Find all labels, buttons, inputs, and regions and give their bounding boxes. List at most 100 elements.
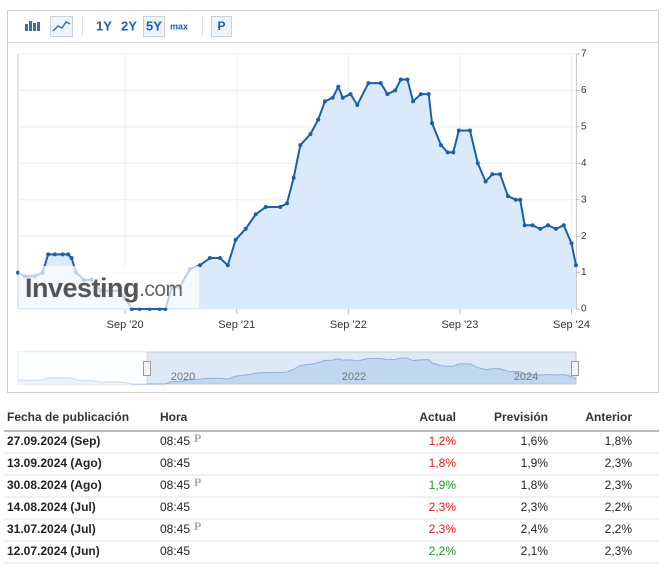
point	[348, 92, 353, 97]
point	[569, 241, 574, 246]
point	[411, 99, 416, 104]
preliminary-marker: P	[194, 475, 201, 489]
watermark: Investing.com	[25, 273, 183, 303]
point	[445, 150, 450, 155]
column-header: Hora	[160, 410, 188, 424]
actual: 1,2%	[429, 434, 457, 448]
point	[263, 205, 268, 209]
y-tick-label: 6	[581, 85, 587, 96]
column-header: Anterior	[585, 410, 632, 424]
point	[405, 77, 410, 82]
bar-chart-button[interactable]	[25, 21, 40, 31]
forecast: 1,6%	[521, 434, 549, 448]
point	[278, 205, 283, 209]
point	[66, 252, 71, 257]
y-tick-label: 0	[581, 304, 587, 315]
point	[513, 197, 518, 202]
point	[291, 175, 296, 180]
y-tick-label: 1	[581, 267, 587, 278]
point	[69, 256, 74, 260]
range-button[interactable]: max	[170, 21, 188, 31]
column-header: Fecha de publicación	[7, 410, 129, 424]
column-header: Previsión	[494, 410, 548, 424]
release-date: 31.07.2024 (Jul)	[7, 522, 96, 536]
time: 08:45	[160, 522, 190, 536]
y-tick-label: 3	[581, 194, 587, 205]
navigator-label: 2024	[514, 371, 538, 383]
range-button[interactable]: 1Y	[96, 18, 112, 33]
x-tick-label: Sep '23	[441, 319, 478, 331]
point	[475, 161, 480, 166]
point	[518, 197, 523, 202]
time: 08:45	[160, 456, 190, 470]
forecast: 1,8%	[521, 478, 549, 492]
navigator-label: 2020	[171, 371, 195, 383]
point	[207, 256, 212, 260]
time: 08:45	[160, 544, 190, 558]
point	[456, 128, 461, 133]
previous: 2,2%	[605, 522, 633, 536]
line-chart-button[interactable]	[50, 16, 73, 37]
point	[366, 81, 371, 86]
point	[378, 81, 383, 86]
actual: 2,2%	[429, 544, 457, 558]
point	[398, 77, 403, 82]
release-date: 14.08.2024 (Jul)	[7, 500, 96, 514]
point	[52, 252, 57, 257]
point	[546, 223, 551, 228]
navigator-mask	[18, 352, 147, 384]
previous: 2,2%	[605, 500, 633, 514]
point	[355, 103, 360, 107]
point	[217, 256, 222, 260]
x-tick-label: Sep '21	[218, 319, 255, 331]
x-tick-label: Sep '24	[553, 319, 590, 331]
release-date: 12.07.2024 (Jun)	[7, 544, 100, 558]
x-tick-label: Sep '22	[330, 319, 367, 331]
actual: 2,3%	[429, 500, 457, 514]
y-tick-label: 5	[581, 121, 587, 132]
previous: 2,3%	[605, 456, 633, 470]
point	[498, 172, 503, 177]
point	[308, 132, 313, 137]
point	[430, 121, 435, 126]
navigator-handle[interactable]	[571, 361, 579, 376]
forecast: 2,3%	[521, 500, 549, 514]
point	[298, 143, 303, 148]
point	[284, 201, 289, 206]
x-tick-label: Sep '20	[107, 319, 144, 331]
forecast: 2,4%	[521, 522, 549, 536]
forecast: 2,1%	[521, 544, 549, 558]
actual: 2,3%	[429, 522, 457, 536]
point	[330, 95, 335, 100]
point	[393, 88, 398, 93]
navigator-handle[interactable]	[143, 361, 151, 376]
point	[574, 263, 578, 268]
previous: 2,3%	[605, 544, 633, 558]
y-tick-label: 2	[581, 231, 587, 242]
point	[490, 172, 495, 177]
time: 08:45	[160, 500, 190, 514]
navigator-selection[interactable]	[146, 351, 577, 385]
point	[46, 252, 51, 257]
column-header: Actual	[419, 410, 456, 424]
point	[336, 84, 341, 89]
release-date: 13.09.2024 (Ago)	[7, 456, 102, 470]
point	[530, 223, 535, 228]
time: 08:45	[160, 478, 190, 492]
range-button[interactable]: 2Y	[121, 18, 137, 33]
point	[438, 143, 443, 148]
extra-button[interactable]: P	[217, 19, 225, 33]
watermark-suffix: .com	[139, 278, 183, 301]
point	[233, 237, 238, 242]
point	[385, 92, 390, 97]
range-button[interactable]: 5Y	[146, 18, 162, 33]
preliminary-marker: P	[194, 519, 201, 533]
point	[467, 128, 472, 133]
preliminary-marker: P	[194, 431, 201, 445]
point	[483, 179, 488, 184]
point	[340, 95, 345, 100]
forecast: 1,9%	[521, 456, 549, 470]
watermark-name: Investing	[25, 273, 139, 303]
